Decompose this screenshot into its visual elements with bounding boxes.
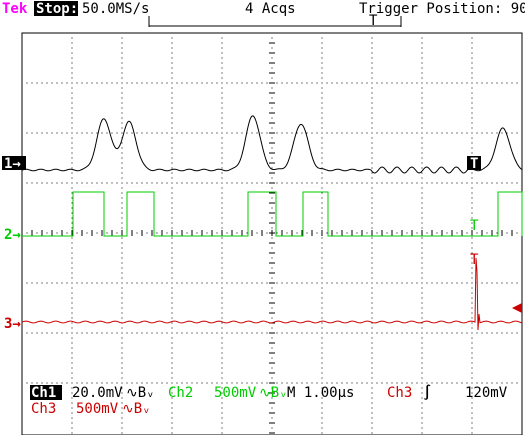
brand-label: Tek xyxy=(2,1,28,17)
ch2-ground-marker[interactable]: 2→ xyxy=(4,227,21,243)
acquisition-count: 4 Acqs xyxy=(245,1,296,17)
trigger-position-label: Trigger Position: 90% xyxy=(359,1,525,17)
ch3-tag: Ch3 xyxy=(31,401,56,417)
ch3-coupling-icon: ∿Bᵥ xyxy=(122,401,151,417)
trigger-level-arrow-icon[interactable] xyxy=(512,303,522,313)
run-state-badge xyxy=(34,1,78,16)
ch1-ground-marker[interactable]: 1→ xyxy=(4,156,21,172)
record-window-indicator: T xyxy=(148,13,402,29)
trigger-source: Ch3 xyxy=(387,385,412,401)
record-trigger-marker: T xyxy=(369,13,378,29)
ch2-trigger-marker: T xyxy=(470,218,479,234)
ch3-scale: 500mV xyxy=(76,401,119,417)
ch1-tag-bg xyxy=(30,385,62,400)
timebase: M 1.00µs xyxy=(287,385,354,401)
ch1-trigger-marker-bg xyxy=(467,156,481,170)
trigger-slope-icon: ∫ xyxy=(423,384,431,401)
ch2-tag: Ch2 xyxy=(168,385,193,401)
ch1-trigger-marker: T xyxy=(470,156,478,172)
ch3-trigger-marker: T xyxy=(470,252,479,268)
trigger-level: 120mV xyxy=(465,385,508,401)
ch1-waveform xyxy=(21,115,523,174)
ch3-waveform xyxy=(21,257,523,331)
run-state-label: Stop: xyxy=(36,1,78,17)
ch1-marker-bg xyxy=(2,156,26,170)
ch1-coupling-icon: ∿Bᵥ xyxy=(126,385,155,401)
ch2-scale: 500mV xyxy=(214,385,257,401)
ch3-ground-marker[interactable]: 3→ xyxy=(4,316,21,332)
graticule xyxy=(21,32,523,435)
sample-rate-label: 50.0MS/s xyxy=(82,1,149,17)
ch2-coupling-icon: ∿Bᵥ xyxy=(259,385,288,401)
ch2-waveform xyxy=(22,191,523,237)
ch1-scale: 20.0mV xyxy=(72,385,123,401)
ch1-tag: Ch1 xyxy=(31,385,56,401)
